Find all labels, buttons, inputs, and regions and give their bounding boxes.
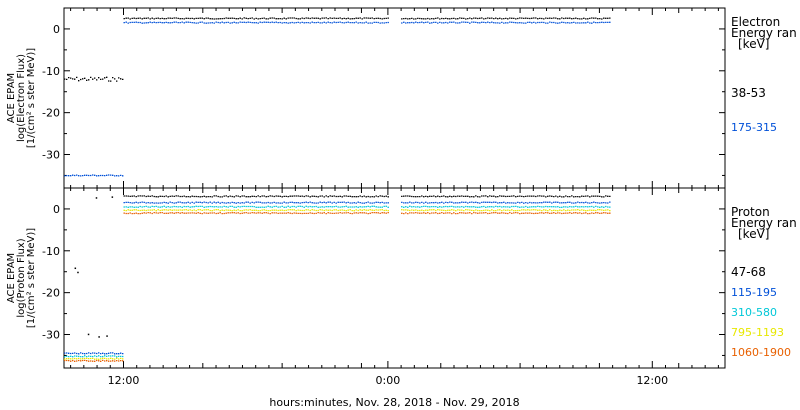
series-electron-175-315 [64, 174, 124, 177]
series-proton-310-580 [401, 205, 611, 209]
xtick-label: 0:00 [376, 374, 401, 387]
series-electron-38-53 [123, 17, 389, 20]
series-proton-47-68 [123, 195, 389, 198]
legend-item-proton: 115-195 [731, 286, 777, 299]
legend-item-electron: 38-53 [731, 86, 766, 100]
y-axis-label-line: ACE EPAM [6, 73, 17, 123]
xtick-label: 12:00 [108, 374, 140, 387]
scatter-point-proton [98, 336, 100, 338]
y-axis-label-line: log(Proton Flux) [16, 238, 27, 317]
legend-item-proton: 795-1193 [731, 326, 784, 339]
y-axis-label-line: [1/(cm² s ster MeV)] [26, 48, 37, 148]
series-proton-1060-1900 [64, 359, 124, 362]
legend-title-electron: Energy ran [731, 26, 797, 40]
y-axis-label-line: log(Electron Flux) [16, 54, 27, 142]
legend-title-proton: Energy ran [731, 216, 797, 230]
ytick-label-proton: -10 [42, 245, 60, 258]
scatter-point-proton [106, 335, 108, 337]
ytick-label-electron: 0 [53, 23, 60, 36]
y-axis-label-line: ACE EPAM [6, 253, 17, 303]
x-axis-label: hours:minutes, Nov. 28, 2018 - Nov. 29, … [269, 396, 519, 409]
xtick-label: 12:00 [636, 374, 668, 387]
legend-title-proton: [keV] [738, 227, 769, 241]
ytick-label-proton: 0 [53, 203, 60, 216]
scatter-point-proton [77, 271, 79, 274]
legend-title-proton: Proton [731, 205, 770, 219]
series-electron-175-315 [123, 21, 389, 24]
series-electron-38-53 [64, 76, 124, 82]
series-proton-310-580 [64, 355, 124, 358]
scatter-point-proton [111, 196, 114, 198]
scatter-point-proton [87, 333, 90, 336]
series-proton-47-68 [401, 195, 611, 198]
legend-item-proton: 47-68 [731, 265, 766, 279]
plot-frame-proton [63, 187, 726, 369]
legend-item-electron: 175-315 [731, 121, 777, 134]
y-axis-label-electron: ACE EPAM log(Electron Flux) [1/(cm² s ster… [6, 48, 37, 148]
ytick-label-electron: -20 [42, 107, 60, 120]
series-proton-115-195 [123, 201, 389, 204]
series-electron-38-53 [401, 17, 611, 20]
series-proton-115-195 [64, 352, 124, 355]
legend-item-proton: 310-580 [731, 306, 777, 319]
y-axis-label-proton: ACE EPAM log(Proton Flux) [1/(cm² s ster M… [6, 228, 37, 328]
series-proton-1060-1900 [123, 211, 389, 215]
plot-frame-electron [63, 7, 726, 189]
series-proton-310-580 [123, 205, 389, 208]
ytick-label-electron: -10 [42, 65, 60, 78]
legend-title-electron: Electron [731, 15, 780, 29]
series-proton-115-195 [401, 201, 611, 204]
series-proton-1060-1900 [401, 211, 611, 215]
series-proton-795-1193 [401, 209, 611, 212]
series-proton-795-1193 [123, 209, 389, 212]
y-axis-label-line: [1/(cm² s ster MeV)] [26, 228, 37, 328]
scatter-point-proton [95, 197, 98, 199]
scatter-point-proton [74, 267, 77, 270]
ytick-label-proton: -30 [42, 329, 60, 342]
series-electron-175-315 [401, 21, 611, 24]
legend-item-proton: 1060-1900 [731, 346, 791, 359]
ytick-label-electron: -30 [42, 149, 60, 162]
series-proton-795-1193 [64, 357, 124, 360]
ytick-label-proton: -20 [42, 287, 60, 300]
legend-title-electron: [keV] [738, 37, 769, 51]
